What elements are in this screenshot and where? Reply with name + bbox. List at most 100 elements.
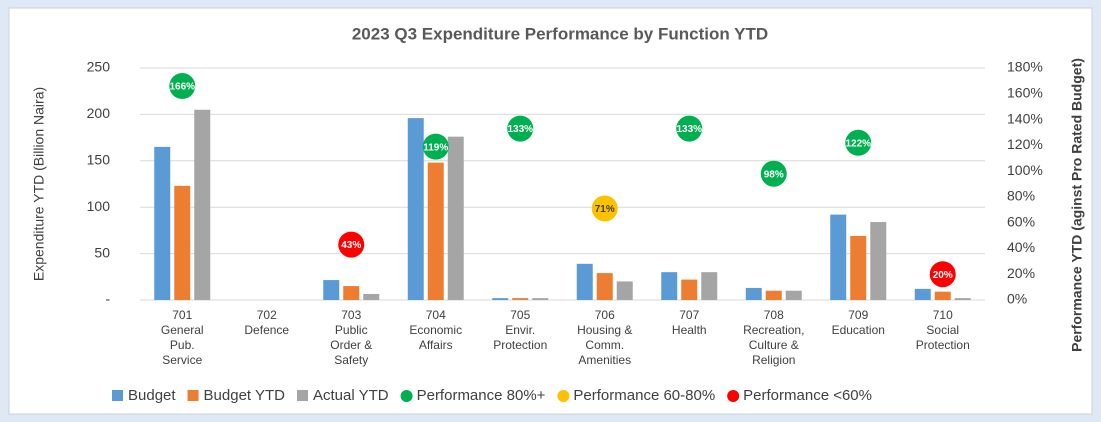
legend-label: Budget	[128, 387, 176, 404]
bar	[154, 146, 171, 300]
legend-swatch	[557, 390, 570, 402]
x-tick-label: 707	[679, 308, 699, 322]
x-tick-label: Recreation,	[743, 323, 804, 337]
legend-swatch	[187, 390, 199, 401]
performance-dot	[845, 129, 872, 156]
legend-label: Performance 80%+	[417, 387, 546, 404]
data-label: 20%	[933, 270, 953, 281]
performance-dot	[591, 195, 618, 222]
bar	[343, 286, 360, 300]
y2-axis-title: Performance YTD (aginst Pro Rated Budget…	[1069, 58, 1085, 352]
legend-swatch	[297, 390, 308, 401]
y2-tick-label: 100%	[1007, 162, 1043, 178]
bar	[850, 235, 867, 300]
legend-label: Actual YTD	[313, 387, 389, 404]
y-tick-label: 100	[87, 198, 111, 214]
bar	[616, 281, 633, 300]
x-tick-label: 701	[172, 308, 192, 322]
x-tick-label: Housing &	[577, 323, 632, 337]
bar	[363, 293, 380, 300]
x-tick-label: Protection	[493, 338, 547, 352]
legend-swatch	[727, 390, 740, 402]
y-tick-label: 200	[87, 105, 111, 121]
y-tick-label: 250	[87, 59, 111, 75]
x-tick-label: Education	[832, 323, 885, 337]
x-tick-label: Protection	[916, 338, 970, 352]
data-label: 98%	[764, 169, 784, 180]
bar	[407, 118, 424, 300]
data-label: 122%	[845, 138, 871, 149]
x-tick-label: 708	[764, 308, 784, 322]
data-label: 119%	[423, 142, 448, 153]
x-tick-label: Affairs	[419, 338, 453, 352]
x-tick-label: 703	[341, 308, 361, 322]
x-tick-label: Defence	[244, 323, 289, 337]
performance-dot	[338, 231, 365, 258]
x-tick-label: Social	[926, 323, 959, 337]
x-tick-label: Comm.	[585, 338, 624, 352]
x-tick-label: Public	[335, 323, 368, 337]
data-label: 133%	[676, 124, 702, 135]
x-tick-label: Culture &	[749, 338, 799, 352]
y2-tick-label: 20%	[1007, 265, 1035, 281]
bar	[532, 298, 549, 300]
bar	[512, 298, 529, 300]
y-tick-label: -	[105, 291, 110, 307]
bar	[745, 287, 762, 300]
y2-tick-label: 180%	[1007, 59, 1043, 75]
x-tick-label: Economic	[409, 323, 462, 337]
data-label: 71%	[595, 204, 615, 215]
x-tick-label: Amenities	[578, 353, 631, 367]
y2-tick-label: 120%	[1007, 136, 1043, 152]
x-tick-label: Health	[672, 323, 707, 337]
bar	[194, 109, 211, 300]
legend-label: Budget YTD	[204, 387, 286, 404]
bar	[576, 263, 593, 300]
x-tick-label: Safety	[334, 353, 368, 367]
bar	[934, 291, 951, 300]
x-tick-label: 702	[257, 308, 277, 322]
bar	[661, 272, 678, 300]
performance-dot	[422, 133, 449, 160]
data-label: 166%	[169, 82, 195, 93]
performance-dot	[169, 73, 196, 100]
x-tick-label: Service	[162, 353, 202, 367]
x-tick-label: 710	[933, 308, 953, 322]
bar	[830, 214, 847, 300]
bar	[596, 273, 613, 300]
y-tick-label: 150	[87, 152, 111, 168]
chart-title: 2023 Q3 Expenditure Performance by Funct…	[352, 24, 768, 43]
legend-swatch	[400, 390, 413, 402]
bar	[954, 298, 971, 300]
bar	[681, 279, 698, 300]
performance-dot	[676, 115, 703, 142]
x-tick-label: Order &	[330, 338, 372, 352]
legend-swatch	[112, 390, 123, 401]
bar	[914, 288, 931, 300]
y-axis-title: Expenditure YTD (Billion Naira)	[31, 87, 47, 281]
performance-dot	[507, 115, 534, 142]
legend-label: Performance 60-80%	[573, 387, 715, 404]
bar	[870, 222, 887, 300]
y2-tick-label: 140%	[1007, 110, 1043, 126]
data-label: 43%	[341, 240, 361, 251]
x-tick-label: 704	[426, 308, 446, 322]
performance-dot	[929, 261, 956, 288]
y2-tick-label: 80%	[1007, 188, 1035, 204]
bar	[323, 280, 340, 300]
bar	[174, 185, 191, 300]
y2-tick-label: 60%	[1007, 213, 1035, 229]
y2-tick-label: 0%	[1007, 291, 1027, 307]
legend-label: Performance <60%	[743, 387, 872, 404]
bar	[765, 290, 782, 300]
y-tick-label: 50	[94, 244, 110, 260]
x-tick-label: 706	[595, 308, 615, 322]
data-label: 133%	[507, 124, 533, 135]
x-tick-label: 709	[848, 308, 868, 322]
performance-dot	[760, 160, 787, 187]
bar	[785, 290, 802, 300]
x-tick-label: 705	[510, 308, 530, 322]
bar	[492, 298, 509, 300]
